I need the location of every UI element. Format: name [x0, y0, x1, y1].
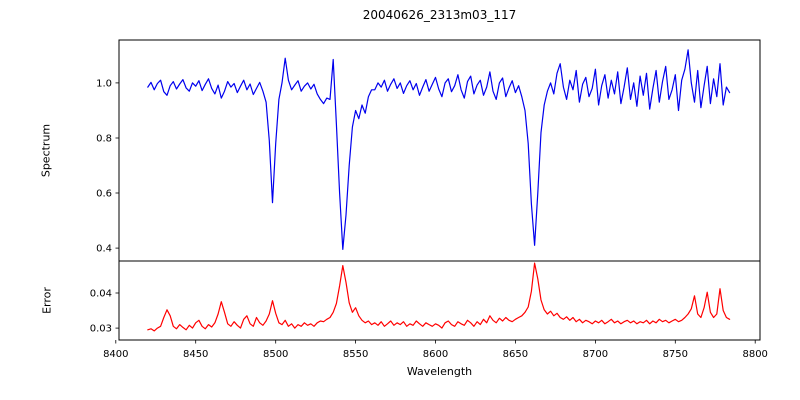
- spectrum-y-tick-label: 1.0: [96, 78, 112, 89]
- x-tick-label: 8650: [503, 349, 528, 360]
- spectrum-line: [147, 49, 731, 250]
- x-tick-label: 8500: [263, 349, 288, 360]
- x-tick-label: 8550: [343, 349, 368, 360]
- x-tick-label: 8750: [663, 349, 688, 360]
- spectrum-plot: 1.0 0.8 0.6 0.4: [96, 39, 761, 262]
- error-y-tick-label: 0.03: [90, 324, 112, 335]
- x-tick-label: 8400: [103, 349, 128, 360]
- error-line: [147, 262, 731, 332]
- error-frame: [118, 260, 761, 341]
- x-tick-label: 8450: [183, 349, 208, 360]
- x-tick-label: 8800: [742, 349, 767, 360]
- chart-title: 20040626_2313m03_117: [362, 8, 517, 22]
- x-tick-label: 8600: [423, 349, 448, 360]
- error-plot: 0.04 0.03 8400 8450 8500 8550 8600 8650 8700 8750…: [90, 260, 768, 360]
- error-y-tick-label: 0.04: [90, 289, 112, 300]
- x-tick-label: 8700: [583, 349, 608, 360]
- wavelength-axis-label: Wavelength: [406, 365, 473, 378]
- spectrum-y-tick-label: 0.8: [96, 134, 112, 145]
- spectrum-y-tick-label: 0.4: [96, 244, 112, 255]
- spectrum-y-tick-label: 0.6: [96, 189, 112, 200]
